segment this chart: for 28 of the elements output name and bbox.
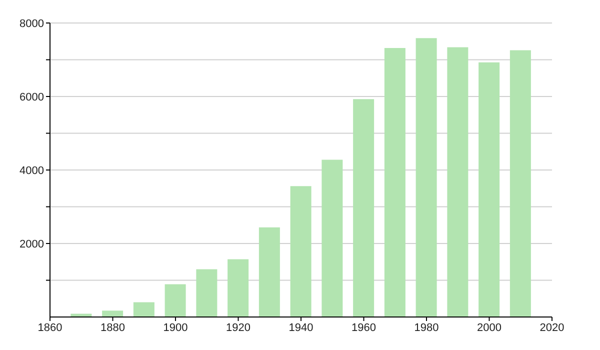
bar	[102, 310, 124, 317]
x-tick-label: 2000	[477, 322, 502, 334]
bar	[322, 160, 343, 317]
x-tick-label: 1900	[163, 322, 188, 334]
bar	[353, 99, 374, 317]
y-tick-label: 6000	[20, 91, 44, 104]
x-tick-label: 1980	[414, 322, 439, 334]
y-tick-label: 8000	[20, 18, 44, 30]
x-tick-label: 2020	[540, 322, 564, 334]
x-tick-label: 1880	[100, 322, 125, 334]
x-tick-label: 1860	[38, 322, 62, 334]
bar	[133, 302, 154, 317]
x-tick-label: 1940	[288, 322, 314, 334]
bar	[384, 48, 406, 317]
bar	[164, 284, 186, 317]
y-tick-label: 2000	[20, 238, 44, 250]
x-tick-label: 1960	[352, 322, 376, 334]
bar	[196, 269, 218, 317]
bar	[70, 314, 92, 317]
bar	[416, 38, 437, 317]
bar	[258, 227, 280, 317]
bar	[290, 186, 312, 317]
bar	[228, 259, 249, 317]
x-tick-label: 1920	[226, 322, 250, 334]
bar	[447, 47, 468, 317]
bar	[510, 50, 531, 317]
bar	[478, 62, 500, 317]
y-tick-label: 4000	[20, 164, 44, 177]
